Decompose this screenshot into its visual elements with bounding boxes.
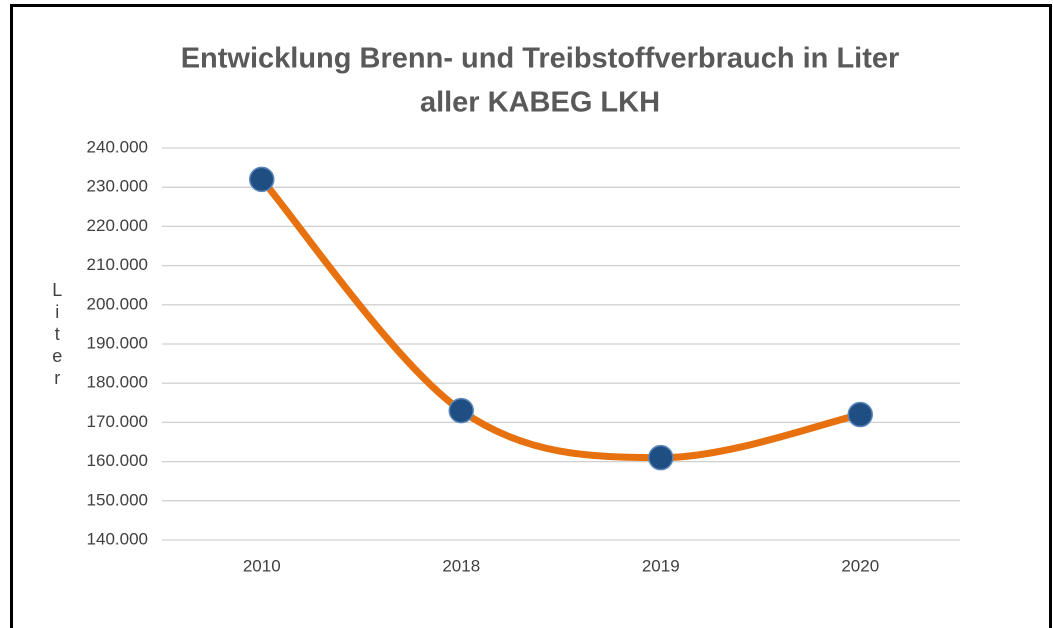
chart-title: Entwicklung Brenn- und Treibstoffverbrau… [181,43,900,75]
marker [448,397,474,424]
y-tick-label: 200.000 [87,294,148,313]
chart-frame [10,4,1052,628]
x-tick-label: 2020 [841,556,879,575]
chart-title: aller KABEG LKH [420,87,660,119]
y-tick-label: 150.000 [87,490,148,509]
y-tick-label: 220.000 [87,216,148,235]
marker [847,401,873,428]
y-tick-label: 180.000 [87,373,148,392]
y-tick-label: 240.000 [87,137,148,156]
x-tick-label: 2010 [243,556,281,575]
x-tick-label: 2019 [642,556,680,575]
y-tick-label: 190.000 [87,333,148,352]
y-tick-label: 160.000 [87,451,148,470]
x-tick-label: 2018 [442,556,480,575]
y-tick-label: 140.000 [87,529,148,548]
y-tick-label: 230.000 [87,177,148,196]
marker [249,166,275,193]
y-tick-label: 210.000 [87,255,148,274]
marker [648,444,674,471]
line [258,175,864,462]
y-axis-label: Liter [47,280,67,390]
y-tick-label: 170.000 [87,412,148,431]
